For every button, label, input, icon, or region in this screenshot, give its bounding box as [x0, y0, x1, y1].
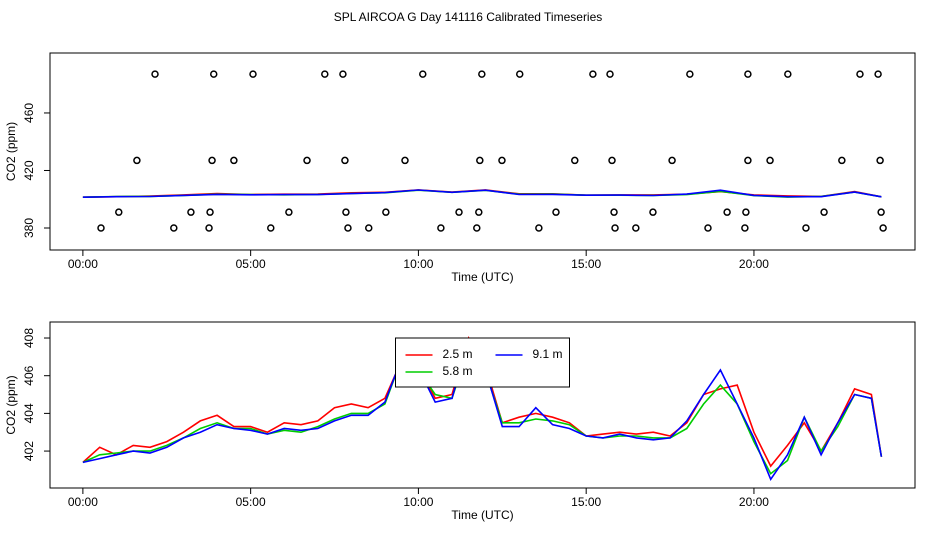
flag-marker [339, 70, 347, 78]
flag-marker [611, 224, 619, 232]
x-tick-label: 05:00 [236, 495, 266, 509]
plot-frame [49, 52, 916, 251]
y-tick-label: 404 [22, 403, 36, 423]
flag-marker [151, 70, 159, 78]
flag-marker [267, 224, 275, 232]
flag-marker [784, 70, 792, 78]
flag-marker [744, 156, 752, 165]
flag-marker [766, 156, 774, 165]
y-tick-label: 420 [22, 160, 36, 180]
flag-marker [535, 224, 543, 232]
flag-marker [515, 70, 524, 78]
x-tick-label: 00:00 [68, 495, 98, 509]
flag-marker [206, 208, 214, 216]
flag-marker [401, 156, 409, 165]
flag-marker [668, 156, 676, 165]
flag-marker [876, 156, 884, 165]
flag-marker [686, 70, 694, 78]
flag-marker [205, 224, 213, 232]
flag-marker [571, 156, 579, 165]
x-tick-label: 10:00 [403, 495, 433, 509]
x-tick-label: 20:00 [739, 495, 769, 509]
flag-marker [608, 156, 616, 165]
flag-marker [208, 156, 216, 165]
flag-marker [820, 208, 828, 216]
y-axis-title: CO2 (ppm) [4, 122, 18, 181]
flag-marker [856, 70, 864, 78]
flag-marker [419, 70, 427, 78]
flag-marker [170, 224, 178, 232]
flag-marker [365, 224, 373, 232]
flag-marker [742, 208, 750, 216]
flag-marker [879, 224, 887, 232]
flag-marker [115, 208, 123, 216]
flag-marker [97, 224, 105, 232]
flag-marker [610, 208, 618, 216]
y-tick-label: 380 [22, 218, 36, 238]
x-tick-label: 05:00 [236, 257, 266, 271]
legend-label: 9.1 m [533, 347, 563, 361]
flag-marker [382, 208, 390, 216]
flag-marker [589, 70, 597, 78]
y-tick-label: 460 [22, 103, 36, 123]
legend-box [395, 337, 570, 388]
flag-marker [209, 70, 218, 78]
flag-marker [342, 208, 350, 216]
x-tick-label: 15:00 [571, 257, 601, 271]
flag-marker [649, 208, 657, 216]
x-axis-title: Time (UTC) [451, 270, 513, 284]
flag-marker [874, 70, 882, 78]
flag-marker [802, 224, 810, 232]
flag-marker [475, 208, 483, 216]
x-tick-label: 10:00 [403, 257, 433, 271]
flag-marker [877, 208, 885, 216]
flag-marker [455, 208, 463, 216]
flag-marker [741, 224, 749, 232]
x-tick-label: 20:00 [739, 257, 769, 271]
chart-title: SPL AIRCOA G Day 141116 Calibrated Times… [334, 10, 603, 24]
y-axis-title: CO2 (ppm) [4, 375, 18, 434]
flag-marker [744, 70, 752, 78]
flag-marker [437, 224, 445, 232]
flag-marker [187, 208, 195, 216]
flag-marker [498, 156, 506, 165]
flag-marker [249, 70, 257, 78]
flag-marker [476, 156, 484, 165]
x-axis-title: Time (UTC) [451, 508, 513, 522]
flag-marker [133, 156, 141, 165]
flag-marker [723, 208, 731, 216]
flag-marker [230, 156, 238, 165]
flag-marker [341, 156, 349, 165]
y-tick-label: 406 [22, 365, 36, 385]
x-tick-label: 15:00 [571, 495, 601, 509]
y-tick-label: 402 [22, 441, 36, 461]
y-tick-label: 408 [22, 328, 36, 348]
flag-marker [632, 224, 640, 232]
legend-label: 5.8 m [443, 364, 473, 378]
legend-label: 2.5 m [443, 347, 473, 361]
flag-marker [321, 70, 329, 78]
flag-marker [303, 156, 311, 165]
flag-marker [838, 156, 846, 165]
flag-marker [285, 208, 293, 216]
flag-marker [478, 70, 486, 78]
flag-marker [552, 208, 560, 216]
flag-marker [473, 224, 481, 232]
series-line [82, 189, 882, 198]
x-tick-label: 00:00 [68, 257, 98, 271]
flag-marker [606, 70, 614, 78]
flag-marker [704, 224, 712, 232]
flag-marker [344, 224, 352, 232]
